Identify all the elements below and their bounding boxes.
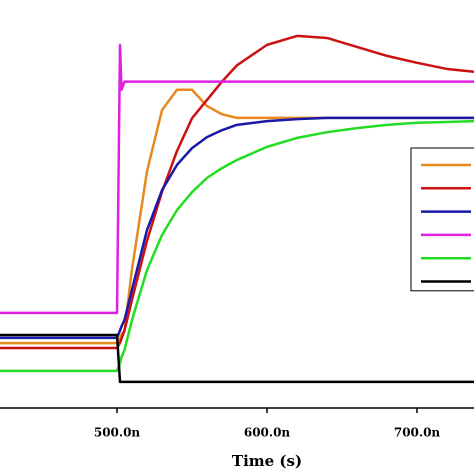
series-line <box>0 34 474 350</box>
x-tick-label: 500.0n <box>94 426 141 440</box>
series-line <box>0 43 474 315</box>
legend-box <box>410 147 474 292</box>
series-line <box>0 116 474 340</box>
x-axis-label: Time (s) <box>232 452 302 470</box>
x-tick-label: 700.0n <box>394 426 441 440</box>
x-tick-label: 600.0n <box>244 426 291 440</box>
series-line <box>0 119 474 373</box>
series-line <box>0 333 474 384</box>
